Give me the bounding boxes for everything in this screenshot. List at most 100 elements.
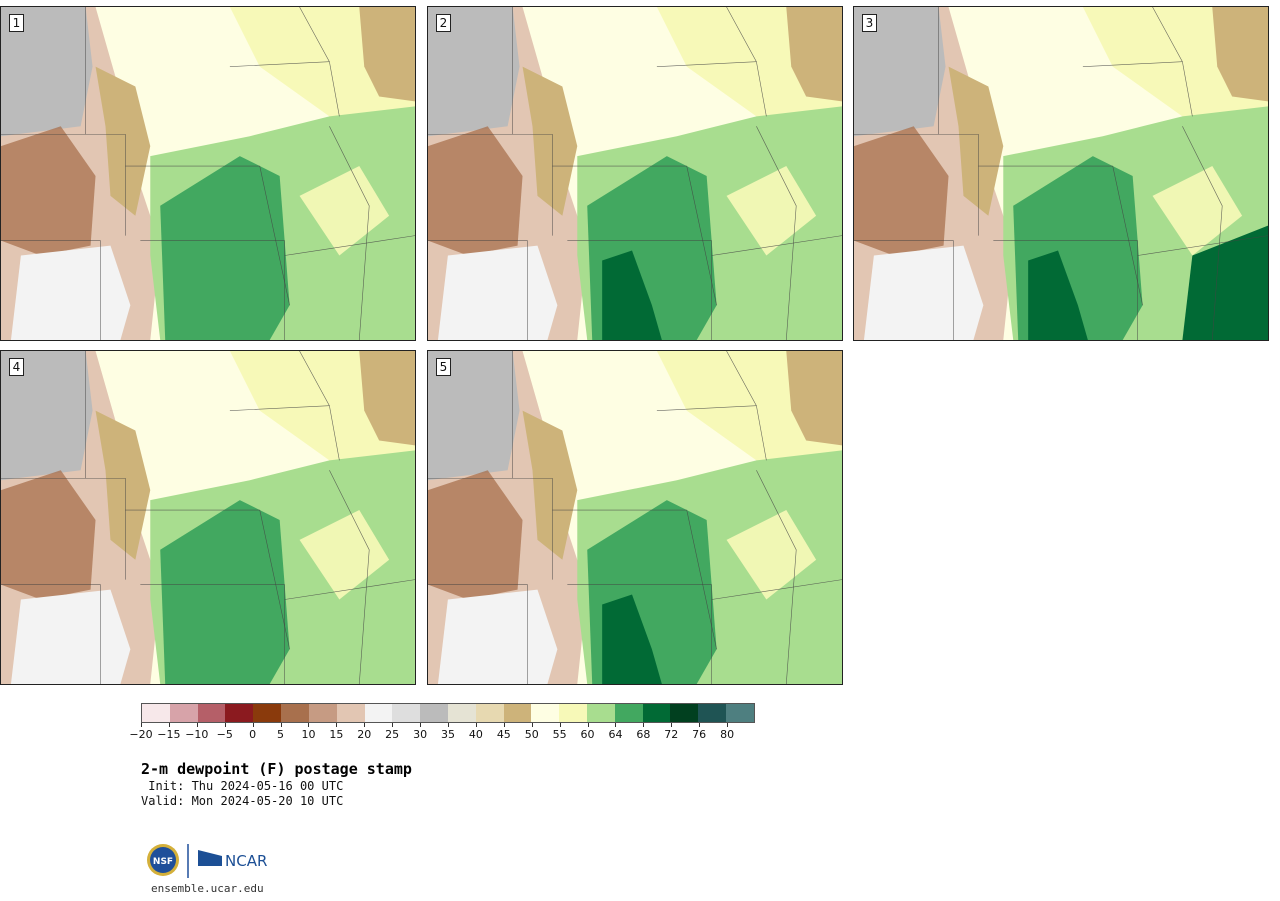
colorbar-segment <box>503 704 532 722</box>
colorbar-tick <box>671 723 673 727</box>
state-border-line <box>1112 165 1143 306</box>
colorbar-tick-label: 72 <box>664 728 679 741</box>
state-border-line <box>284 235 415 256</box>
nsf-ncar-logo: NSF NCAR <box>147 844 267 878</box>
state-border-line <box>656 405 757 411</box>
colorbar-tick <box>559 723 561 727</box>
front-range-tan <box>948 66 1004 216</box>
dewpoint-map <box>428 7 842 340</box>
humid-core <box>160 156 290 340</box>
logo-strip: NSF NCAR <box>145 842 275 882</box>
colorbar-tick <box>224 723 226 727</box>
colorbar-tick-label: 68 <box>636 728 651 741</box>
dry-pocket <box>299 510 390 600</box>
colorbar-segment <box>169 704 198 722</box>
state-border-line <box>299 7 340 117</box>
colorbar-segment <box>587 704 615 722</box>
colorbar-segment <box>670 704 699 722</box>
colorbar-segment <box>726 704 754 722</box>
footer-url: ensemble.ucar.edu <box>151 882 264 895</box>
dry-basin-brown <box>428 470 523 600</box>
state-border-line <box>726 351 767 461</box>
dry-basin-brown <box>1 470 96 600</box>
ncar-logo-text: NCAR <box>225 852 267 870</box>
dry-pocket <box>726 166 817 256</box>
colorbar-tick-label: 10 <box>301 728 316 741</box>
gulf-coast-humid <box>1182 225 1268 340</box>
colorbar-segment <box>281 704 309 722</box>
colorbar-tick <box>168 723 170 727</box>
panel-number: 3 <box>862 14 877 32</box>
colorbar-tick-label: 35 <box>441 728 455 741</box>
dry-basin-brown <box>854 126 949 256</box>
colorbar-tick-label: 50 <box>524 728 539 741</box>
state-border-line <box>229 61 330 67</box>
colorbar-segment <box>364 704 393 722</box>
colorbar-segment <box>698 704 727 722</box>
colorbar-segment <box>336 704 365 722</box>
dewpoint-map <box>1 7 415 340</box>
state-border-line <box>711 579 842 600</box>
front-range-tan <box>522 410 578 560</box>
very-humid-core <box>602 594 662 684</box>
nsf-logo-text: NSF <box>153 857 173 867</box>
colorbar-segment <box>614 704 643 722</box>
dry-basin-brown <box>1 126 96 256</box>
colorbar-segment <box>142 704 170 722</box>
state-border-line <box>756 470 797 684</box>
stamp-panel-3: 3 <box>853 6 1269 341</box>
high-terrain-gray <box>1 351 93 481</box>
very-humid-core <box>602 250 662 340</box>
humid-core <box>160 500 290 684</box>
colorbar-segment <box>531 704 560 722</box>
state-border-line <box>329 470 370 684</box>
upper-midwest-tan <box>359 351 415 446</box>
colorbar-tick <box>531 723 533 727</box>
state-border-line <box>686 509 717 650</box>
colorbar-tick <box>699 723 701 727</box>
dry-basin-brown <box>428 126 523 256</box>
colorbar-tick-label: 80 <box>720 728 735 741</box>
state-border-line <box>656 61 757 67</box>
colorbar-tick-label: 0 <box>249 728 257 741</box>
valid-time: Valid: Mon 2024-05-20 10 UTC <box>141 794 344 808</box>
init-time: Init: Thu 2024-05-16 00 UTC <box>141 779 344 793</box>
state-border-line <box>1082 61 1183 67</box>
state-border-line <box>299 351 340 461</box>
stamp-panel-5: 5 <box>427 350 843 685</box>
stamp-panel-4: 4 <box>0 350 416 685</box>
colorbar-tick-label: −20 <box>129 728 153 741</box>
colorbar-tick-label: 64 <box>608 728 623 741</box>
desert-light <box>437 245 558 340</box>
colorbar-tick-label: 60 <box>580 728 595 741</box>
colorbar-tick-label: 15 <box>329 728 344 741</box>
colorbar-tick-label: −10 <box>185 728 209 741</box>
colorbar-tick <box>448 723 449 727</box>
colorbar-tick-label: 55 <box>552 728 567 741</box>
high-terrain-gray <box>1 7 93 137</box>
colorbar-tick-label: 25 <box>385 728 400 741</box>
panel-number: 2 <box>436 14 451 32</box>
colorbar-tick <box>475 723 477 727</box>
colorbar-tick <box>141 723 142 727</box>
colorbar-segment <box>559 704 587 722</box>
panel-number: 4 <box>9 358 24 376</box>
colorbar-segment <box>475 704 504 722</box>
front-range-tan <box>95 410 151 560</box>
upper-midwest-tan <box>786 351 842 446</box>
state-border-line <box>1182 126 1223 340</box>
desert-light <box>10 245 131 340</box>
panel-number: 1 <box>9 14 24 32</box>
high-terrain-gray <box>854 7 946 137</box>
colorbar-tick <box>252 723 254 727</box>
colorbar-tick-label: 40 <box>468 728 483 741</box>
state-border-line <box>686 165 717 306</box>
colorbar-segment <box>253 704 282 722</box>
colorbar-tick <box>587 723 589 727</box>
colorbar-tick <box>643 723 645 727</box>
dry-pocket <box>726 510 817 600</box>
colorbar-tick <box>615 723 617 727</box>
colorbar-tick <box>727 723 729 727</box>
dewpoint-map <box>854 7 1268 340</box>
state-border-line <box>711 235 842 256</box>
